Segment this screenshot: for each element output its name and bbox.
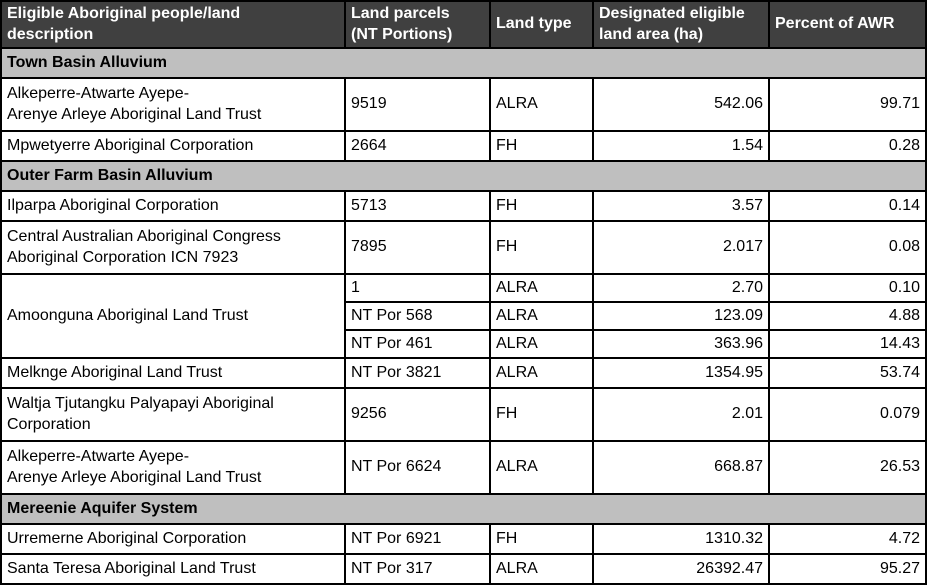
percent-cell: 95.27 xyxy=(768,553,927,585)
land-type-cell: FH xyxy=(489,190,594,222)
table-row: Alkeperre-Atwarte Ayepe- Arenye Arleye A… xyxy=(0,77,927,132)
description-cell: Mpwetyerre Aboriginal Corporation xyxy=(0,130,346,162)
description-cell: Urremerne Aboriginal Corporation xyxy=(0,523,346,555)
col-header-description: Eligible Aboriginal people/land descript… xyxy=(0,0,346,49)
table-row: Urremerne Aboriginal Corporation NT Por 6… xyxy=(0,523,927,555)
land-type-cell: ALRA xyxy=(489,301,594,331)
parcel-cell: NT Por 317 xyxy=(344,553,491,585)
table-body: Town Basin Alluvium Alkeperre-Atwarte Aye… xyxy=(0,47,927,585)
land-type-cell: FH xyxy=(489,523,594,555)
percent-cell: 4.88 xyxy=(768,301,927,331)
description-cell: Amoonguna Aboriginal Land Trust xyxy=(0,273,346,359)
section-row: Outer Farm Basin Alluvium xyxy=(0,160,927,192)
parcel-cell: 2664 xyxy=(344,130,491,162)
section-title-cell: Town Basin Alluvium xyxy=(0,47,927,79)
land-type-cell: ALRA xyxy=(489,440,594,495)
land-type-cell: FH xyxy=(489,220,594,275)
description-cell: Central Australian Aboriginal Congress A… xyxy=(0,220,346,275)
area-cell: 123.09 xyxy=(592,301,770,331)
percent-cell: 14.43 xyxy=(768,329,927,359)
parcel-cell: NT Por 568 xyxy=(344,301,491,331)
col-header-land-type: Land type xyxy=(489,0,594,49)
parcel-cell: NT Por 3821 xyxy=(344,357,491,389)
percent-cell: 0.08 xyxy=(768,220,927,275)
area-cell: 1310.32 xyxy=(592,523,770,555)
area-cell: 2.017 xyxy=(592,220,770,275)
col-header-area: Designated eligible land area (ha) xyxy=(592,0,770,49)
description-cell: Alkeperre-Atwarte Ayepe- Arenye Arleye A… xyxy=(0,77,346,132)
area-cell: 2.01 xyxy=(592,387,770,442)
parcel-cell: 5713 xyxy=(344,190,491,222)
land-type-cell: FH xyxy=(489,130,594,162)
parcel-cell: 1 xyxy=(344,273,491,303)
table-row: Amoonguna Aboriginal Land Trust 1 ALRA 2.70… xyxy=(0,273,927,359)
land-type-cell: ALRA xyxy=(489,553,594,585)
table-row: Central Australian Aboriginal Congress A… xyxy=(0,220,927,275)
land-type-cell: ALRA xyxy=(489,77,594,132)
percent-cell: 0.10 xyxy=(768,273,927,303)
parcel-cell: 9519 xyxy=(344,77,491,132)
area-cell: 542.06 xyxy=(592,77,770,132)
parcel-cell: NT Por 6624 xyxy=(344,440,491,495)
percent-cell: 0.079 xyxy=(768,387,927,442)
percent-cell: 0.14 xyxy=(768,190,927,222)
area-cell: 3.57 xyxy=(592,190,770,222)
parcel-cell: NT Por 461 xyxy=(344,329,491,359)
land-type-cell: ALRA xyxy=(489,329,594,359)
area-cell: 1354.95 xyxy=(592,357,770,389)
description-cell: Ilparpa Aboriginal Corporation xyxy=(0,190,346,222)
section-row: Mereenie Aquifer System xyxy=(0,493,927,525)
percent-cell: 0.28 xyxy=(768,130,927,162)
table-row: Ilparpa Aboriginal Corporation 5713 FH 3.57… xyxy=(0,190,927,222)
table-row: NT Por 461 ALRA 363.96 14.43 xyxy=(1,329,927,359)
description-cell: Santa Teresa Aboriginal Land Trust xyxy=(0,553,346,585)
table-row: Santa Teresa Aboriginal Land Trust NT Por… xyxy=(0,553,927,585)
col-header-parcels: Land parcels (NT Portions) xyxy=(344,0,491,49)
description-cell: Melknge Aboriginal Land Trust xyxy=(0,357,346,389)
description-cell: Waltja Tjutangku Palyapayi Aboriginal Co… xyxy=(0,387,346,442)
percent-cell: 4.72 xyxy=(768,523,927,555)
parcel-cell: 7895 xyxy=(344,220,491,275)
land-type-cell: FH xyxy=(489,387,594,442)
table-header-row: Eligible Aboriginal people/land descript… xyxy=(0,0,927,49)
percent-cell: 99.71 xyxy=(768,77,927,132)
table-row: NT Por 568 ALRA 123.09 4.88 xyxy=(1,301,927,331)
table-row: Alkeperre-Atwarte Ayepe- Arenye Arleye A… xyxy=(0,440,927,495)
parcel-cell: 9256 xyxy=(344,387,491,442)
section-row: Town Basin Alluvium xyxy=(0,47,927,79)
percent-cell: 53.74 xyxy=(768,357,927,389)
description-cell: Alkeperre-Atwarte Ayepe- Arenye Arleye A… xyxy=(0,440,346,495)
parcel-cell: NT Por 6921 xyxy=(344,523,491,555)
land-type-cell: ALRA xyxy=(489,357,594,389)
percent-cell: 26.53 xyxy=(768,440,927,495)
area-cell: 668.87 xyxy=(592,440,770,495)
table-row: Melknge Aboriginal Land Trust NT Por 3821… xyxy=(0,357,927,389)
area-cell: 2.70 xyxy=(592,273,770,303)
table-row: Mpwetyerre Aboriginal Corporation 2664 FH 1… xyxy=(0,130,927,162)
area-cell: 26392.47 xyxy=(592,553,770,585)
section-title-cell: Outer Farm Basin Alluvium xyxy=(0,160,927,192)
area-cell: 1.54 xyxy=(592,130,770,162)
table-row: Waltja Tjutangku Palyapayi Aboriginal Co… xyxy=(0,387,927,442)
area-cell: 363.96 xyxy=(592,329,770,359)
section-title-cell: Mereenie Aquifer System xyxy=(0,493,927,525)
col-header-percent: Percent of AWR xyxy=(768,0,927,49)
land-type-cell: ALRA xyxy=(489,273,594,303)
